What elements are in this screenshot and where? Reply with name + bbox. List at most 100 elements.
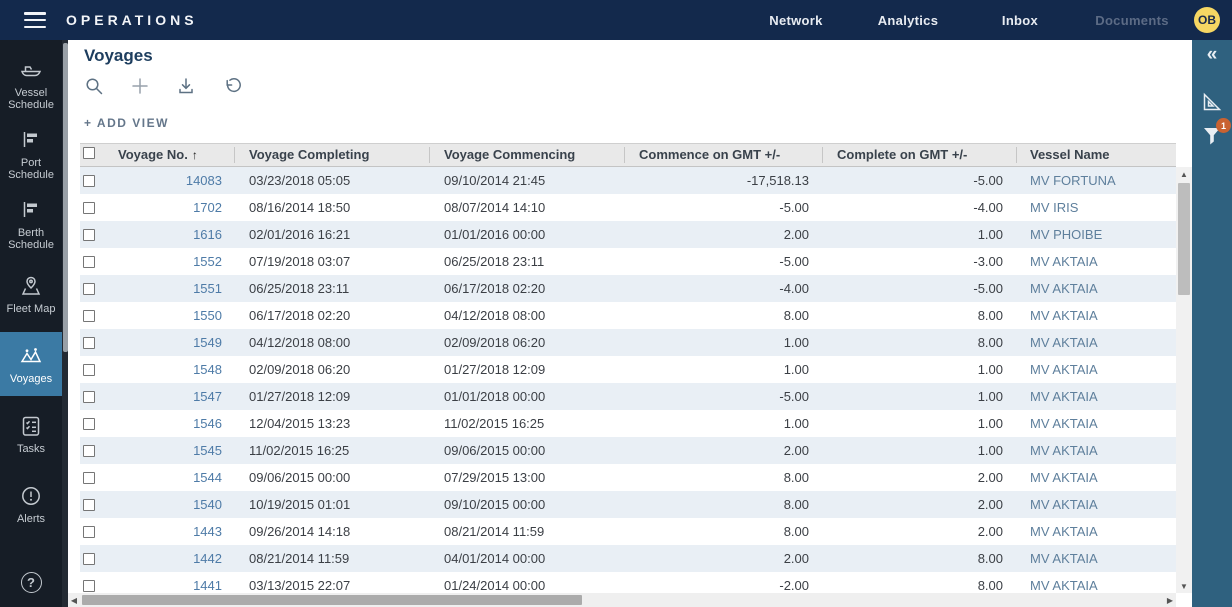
row-checkbox[interactable] (83, 552, 95, 565)
voyage-number-link[interactable]: 1548 (193, 362, 222, 377)
add-view-button[interactable]: + ADD VIEW (84, 116, 169, 130)
filter-icon[interactable]: 1 (1200, 118, 1231, 148)
row-checkbox[interactable] (83, 444, 95, 457)
user-avatar[interactable]: OB (1194, 7, 1220, 33)
row-checkbox[interactable] (83, 498, 95, 511)
vessel-name-cell[interactable]: MV AKTAIA (1030, 524, 1098, 539)
row-checkbox[interactable] (83, 282, 95, 295)
vessel-name-cell[interactable]: MV AKTAIA (1030, 308, 1098, 323)
vessel-name-cell[interactable]: MV AKTAIA (1030, 470, 1098, 485)
search-icon[interactable] (84, 76, 104, 96)
table-row[interactable]: 14083 03/23/2018 05:05 09/10/2014 21:45 … (80, 167, 1176, 194)
table-row[interactable]: 1441 03/13/2015 22:07 01/24/2014 00:00 -… (80, 572, 1176, 593)
horizontal-scrollbar[interactable]: ◀ ▶ (68, 593, 1176, 607)
table-row[interactable]: 1546 12/04/2015 13:23 11/02/2015 16:25 1… (80, 410, 1176, 437)
vertical-scrollbar[interactable]: ▲ ▼ (1176, 167, 1192, 593)
row-checkbox[interactable] (83, 336, 95, 349)
row-checkbox[interactable] (83, 579, 95, 592)
voyage-number-link[interactable]: 1551 (193, 281, 222, 296)
sidebar-scrollbar-thumb[interactable] (62, 43, 68, 352)
add-icon[interactable] (130, 76, 150, 96)
column-header-voyage-completing[interactable]: Voyage Completing (235, 147, 430, 163)
column-header-vessel-name[interactable]: Vessel Name (1017, 147, 1176, 163)
table-row[interactable]: 1545 11/02/2015 16:25 09/06/2015 00:00 2… (80, 437, 1176, 464)
scroll-left-arrow-icon[interactable]: ◀ (70, 595, 78, 605)
row-checkbox[interactable] (83, 471, 95, 484)
vessel-name-cell[interactable]: MV AKTAIA (1030, 335, 1098, 350)
voyage-number-link[interactable]: 1442 (193, 551, 222, 566)
table-row[interactable]: 1548 02/09/2018 06:20 01/27/2018 12:09 1… (80, 356, 1176, 383)
table-row[interactable]: 1552 07/19/2018 03:07 06/25/2018 23:11 -… (80, 248, 1176, 275)
hamburger-menu-icon[interactable] (24, 12, 46, 28)
nav-item-network[interactable]: Network (769, 12, 823, 28)
table-row[interactable]: 1550 06/17/2018 02:20 04/12/2018 08:00 8… (80, 302, 1176, 329)
voyage-number-link[interactable]: 1441 (193, 578, 222, 593)
row-checkbox[interactable] (83, 174, 95, 187)
scroll-up-arrow-icon[interactable]: ▲ (1180, 169, 1188, 179)
column-header-complete-gmt[interactable]: Complete on GMT +/- (823, 147, 1017, 163)
vessel-name-cell[interactable]: MV AKTAIA (1030, 443, 1098, 458)
voyage-number-link[interactable]: 1616 (193, 227, 222, 242)
sidebar-item-fleet-map[interactable]: Fleet Map (0, 262, 62, 326)
vessel-name-cell[interactable]: MV AKTAIA (1030, 389, 1098, 404)
table-row[interactable]: 1442 08/21/2014 11:59 04/01/2014 00:00 2… (80, 545, 1176, 572)
sidebar-item-port-schedule[interactable]: Port Schedule (0, 122, 62, 186)
download-icon[interactable] (176, 76, 196, 96)
column-header-commence-gmt[interactable]: Commence on GMT +/- (625, 147, 823, 163)
sidebar-item-berth-schedule[interactable]: Berth Schedule (0, 192, 62, 256)
voyage-number-link[interactable]: 1550 (193, 308, 222, 323)
voyage-number-link[interactable]: 1552 (193, 254, 222, 269)
row-checkbox[interactable] (83, 228, 95, 241)
table-row[interactable]: 1544 09/06/2015 00:00 07/29/2015 13:00 8… (80, 464, 1176, 491)
table-row[interactable]: 1549 04/12/2018 08:00 02/09/2018 06:20 1… (80, 329, 1176, 356)
vessel-name-cell[interactable]: MV FORTUNA (1030, 173, 1116, 188)
voyage-number-link[interactable]: 14083 (185, 173, 222, 188)
set-square-icon[interactable] (1200, 90, 1224, 114)
row-checkbox[interactable] (83, 201, 95, 214)
select-all-checkbox[interactable] (83, 147, 95, 159)
sidebar-item-vessel-schedule[interactable]: Vessel Schedule (0, 52, 62, 116)
voyage-number-link[interactable]: 1702 (193, 200, 222, 215)
nav-item-documents[interactable]: Documents (1095, 12, 1169, 28)
row-checkbox[interactable] (83, 525, 95, 538)
row-checkbox[interactable] (83, 255, 95, 268)
sidebar-item-alerts[interactable]: Alerts (0, 472, 62, 536)
nav-item-analytics[interactable]: Analytics (877, 12, 939, 28)
vessel-name-cell[interactable]: MV AKTAIA (1030, 416, 1098, 431)
row-checkbox[interactable] (83, 363, 95, 376)
sidebar-scrollbar[interactable] (62, 40, 68, 607)
row-checkbox[interactable] (83, 390, 95, 403)
vessel-name-cell[interactable]: MV AKTAIA (1030, 551, 1098, 566)
table-row[interactable]: 1551 06/25/2018 23:11 06/17/2018 02:20 -… (80, 275, 1176, 302)
table-row[interactable]: 1547 01/27/2018 12:09 01/01/2018 00:00 -… (80, 383, 1176, 410)
vertical-scrollbar-thumb[interactable] (1178, 183, 1190, 295)
voyage-number-link[interactable]: 1549 (193, 335, 222, 350)
scroll-right-arrow-icon[interactable]: ▶ (1166, 595, 1174, 605)
voyage-number-link[interactable]: 1545 (193, 443, 222, 458)
table-row[interactable]: 1540 10/19/2015 01:01 09/10/2015 00:00 8… (80, 491, 1176, 518)
sidebar-item-voyages[interactable]: Voyages (0, 332, 62, 396)
vessel-name-cell[interactable]: MV PHOIBE (1030, 227, 1103, 242)
nav-item-inbox[interactable]: Inbox (1001, 12, 1039, 28)
table-row[interactable]: 1616 02/01/2016 16:21 01/01/2016 00:00 2… (80, 221, 1176, 248)
voyage-number-link[interactable]: 1547 (193, 389, 222, 404)
voyage-number-link[interactable]: 1546 (193, 416, 222, 431)
collapse-panel-icon[interactable]: « (1206, 44, 1218, 65)
table-row[interactable]: 1443 09/26/2014 14:18 08/21/2014 11:59 8… (80, 518, 1176, 545)
reset-icon[interactable] (222, 76, 242, 96)
vessel-name-cell[interactable]: MV AKTAIA (1030, 362, 1098, 377)
sidebar-item-tasks[interactable]: Tasks (0, 402, 62, 466)
vessel-name-cell[interactable]: MV IRIS (1030, 200, 1079, 215)
column-header-voyage-no[interactable]: Voyage No. ↑ (106, 147, 235, 163)
vessel-name-cell[interactable]: MV AKTAIA (1030, 497, 1098, 512)
voyage-number-link[interactable]: 1443 (193, 524, 222, 539)
row-checkbox[interactable] (83, 417, 95, 430)
vessel-name-cell[interactable]: MV AKTAIA (1030, 281, 1098, 296)
voyage-number-link[interactable]: 1540 (193, 497, 222, 512)
horizontal-scrollbar-thumb[interactable] (82, 595, 582, 605)
vessel-name-cell[interactable]: MV AKTAIA (1030, 254, 1098, 269)
row-checkbox[interactable] (83, 309, 95, 322)
column-header-voyage-commencing[interactable]: Voyage Commencing (430, 147, 625, 163)
table-row[interactable]: 1702 08/16/2014 18:50 08/07/2014 14:10 -… (80, 194, 1176, 221)
voyage-number-link[interactable]: 1544 (193, 470, 222, 485)
